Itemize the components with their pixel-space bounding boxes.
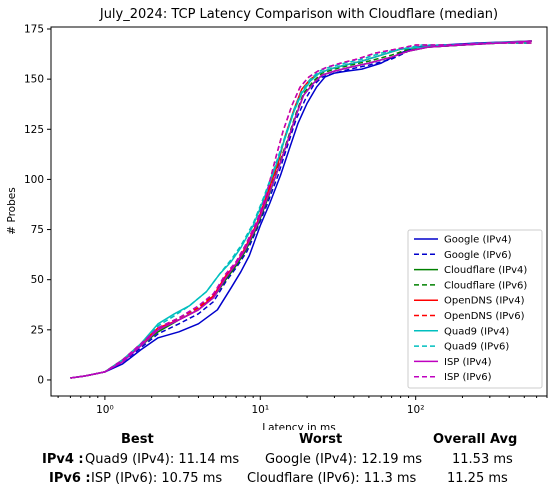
y-axis: 0 25 50 75 100 125 150 175 [24, 24, 51, 386]
summary-header-best: Best [121, 432, 154, 447]
legend-label: Cloudflare (IPv4) [444, 265, 527, 276]
y-tick-label: 125 [24, 124, 44, 136]
x-tick-label: 10⁰ [96, 404, 114, 416]
plot-frame [50, 26, 548, 397]
y-axis-label: # Probes [6, 187, 18, 234]
x-tick-label: 10² [407, 404, 425, 416]
x-axis: 10⁰ 10¹ 10² [57, 396, 548, 416]
plot-lines [70, 40, 532, 379]
y-tick-label: 175 [24, 24, 44, 36]
y-tick-label: 150 [24, 74, 44, 86]
legend-label: Cloudflare (IPv6) [444, 280, 527, 291]
legend: Google (IPv4) Google (IPv6) Cloudflare (IP… [407, 229, 543, 389]
legend-label: OpenDNS (IPv4) [444, 296, 525, 307]
ipv6-worst: Cloudflare (IPv6): 11.3 ms [247, 471, 417, 486]
legend-label: ISP (IPv6) [444, 372, 492, 383]
series-line [70, 42, 532, 379]
series-line [70, 40, 532, 379]
x-tick-label: 10¹ [251, 404, 269, 416]
summary-header-overall: Overall Avg [433, 432, 518, 447]
y-tick-label: 100 [24, 174, 44, 186]
latency-chart: July_2024: TCP Latency Comparison with C… [6, 7, 548, 430]
ipv6-overall: 11.25 ms [447, 471, 508, 486]
series-line [70, 42, 532, 379]
ipv4-label: IPv4 : [42, 452, 84, 467]
ipv4-worst: Google (IPv4): 12.19 ms [265, 452, 423, 467]
y-tick-label: 50 [31, 274, 44, 286]
ipv6-best: ISP (IPv6): 10.75 ms [91, 471, 223, 486]
ipv6-label: IPv6 : [49, 471, 91, 486]
series-line [70, 42, 532, 379]
chart-title: July_2024: TCP Latency Comparison with C… [99, 7, 498, 22]
summary-header-worst: Worst [299, 432, 343, 447]
legend-label: Quad9 (IPv6) [444, 342, 509, 353]
ipv4-overall: 11.53 ms [452, 452, 513, 467]
summary-table: Best Worst Overall Avg IPv4 : Quad9 (IPv… [0, 430, 555, 494]
x-axis-label: Latency in ms [262, 422, 335, 430]
y-tick-label: 25 [31, 324, 44, 336]
legend-label: OpenDNS (IPv6) [444, 311, 525, 322]
legend-label: Google (IPv4) [444, 235, 512, 246]
ipv4-best: Quad9 (IPv4): 11.14 ms [85, 452, 240, 467]
y-tick-label: 0 [37, 374, 44, 386]
legend-label: Google (IPv6) [444, 250, 512, 261]
legend-label: Quad9 (IPv4) [444, 326, 509, 337]
legend-frame [407, 229, 543, 389]
y-tick-label: 75 [31, 224, 44, 236]
legend-label: ISP (IPv4) [444, 357, 492, 368]
